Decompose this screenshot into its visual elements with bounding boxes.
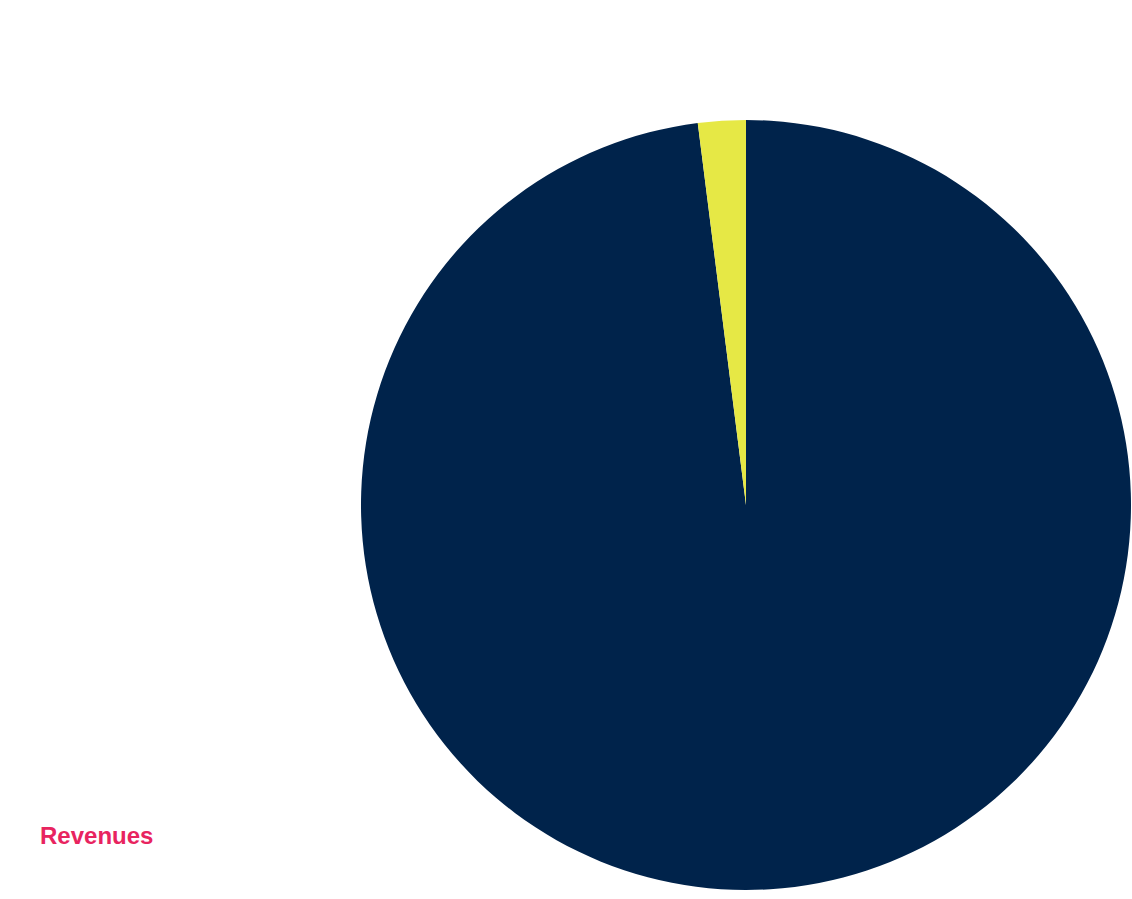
svg-text:Revenues: Revenues — [40, 822, 153, 849]
